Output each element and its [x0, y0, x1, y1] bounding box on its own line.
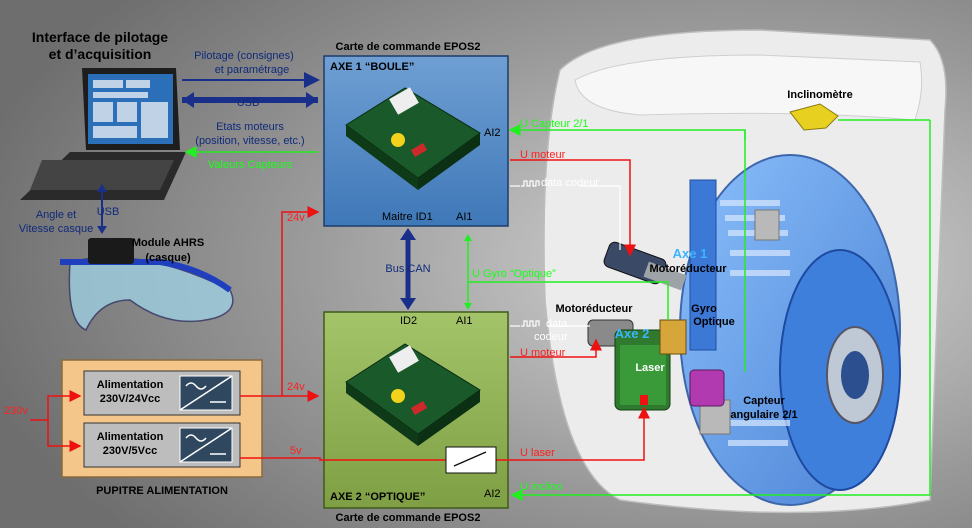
gyro-line: [468, 281, 669, 320]
bus-can-label: Bus CAN: [385, 263, 430, 275]
blue-links: [97, 72, 416, 310]
bearing-center: [841, 351, 869, 399]
inclinometre-part: [789, 103, 839, 131]
motor-1-gear: [643, 261, 687, 291]
alim1-label-1: Alimentation: [97, 379, 164, 391]
u-laser-label: U laser: [520, 447, 555, 459]
usb-vertical-label: USB: [97, 206, 120, 218]
pulse-icon-2: [521, 320, 540, 327]
etats-label-2: (position, vitesse, etc.): [195, 135, 304, 147]
u-inclino-label: U inclino: [520, 481, 562, 493]
etats-label-1: Etats moteurs: [216, 121, 284, 133]
board-bottom-title: Carte de commande EPOS2: [336, 512, 481, 524]
axe1-ai2: AI2: [484, 127, 501, 139]
title-line2: et d’acquisition: [49, 46, 152, 62]
axe2-ai2: AI2: [484, 488, 501, 500]
alim1-label-2: 230V/24Vcc: [100, 393, 161, 405]
v230-label: 230v: [4, 405, 28, 417]
title-line1: Interface de pilotage: [32, 29, 168, 45]
alim2-label-1: Alimentation: [97, 431, 164, 443]
u-moteur1-line: [510, 159, 636, 257]
relay-switch: [445, 446, 497, 474]
axe2-name: AXE 2 “OPTIQUE”: [330, 491, 425, 503]
pilotage-label-2: et paramétrage: [215, 64, 290, 76]
axe1-mech-label: Axe 1: [673, 246, 708, 261]
capteur-angulaire: [689, 369, 725, 407]
pulse-icon-1: [521, 180, 540, 187]
inclinometre-label: Inclinomètre: [787, 89, 852, 101]
usb-label: USB: [237, 97, 260, 109]
gyro-label: U Gyro “Optique”: [472, 268, 556, 280]
u-moteur2-label: U moteur: [520, 347, 566, 359]
u-laser-line: [510, 406, 650, 461]
gyro-optique: [659, 319, 687, 355]
axe1-ai1: AI1: [456, 211, 473, 223]
bracket-1: [754, 209, 780, 241]
pcb-top: [345, 87, 481, 190]
u-moteur1-label: U moteur: [520, 149, 566, 161]
angle-label-1: Angle et: [36, 209, 76, 221]
angle-label-2: Vitesse casque: [19, 223, 93, 235]
frame-plate: [689, 179, 717, 351]
v24b-label: 24v: [287, 381, 305, 393]
laser-dot: [640, 395, 648, 405]
ahrs-label-2: (casque): [145, 252, 191, 264]
axe1-name: AXE 1 “BOULE”: [330, 61, 414, 73]
data-codeur1-label: data codeur: [541, 177, 599, 189]
v24a-label: 24v: [287, 212, 305, 224]
v5-label: 5v: [290, 445, 302, 457]
axe2-ai1: AI1: [456, 315, 473, 327]
pilotage-label-1: Pilotage (consignes): [194, 50, 294, 62]
data2-label-b: codeur: [534, 331, 568, 343]
laser-label: Laser: [635, 362, 665, 374]
laptop: [20, 68, 186, 200]
u-inclino-line: [510, 120, 931, 501]
axe2-mech-label: Axe 2: [615, 326, 650, 341]
alim2-label-2: 230V/5Vcc: [103, 445, 157, 457]
ahrs-module: [88, 238, 134, 264]
capteur-label-2: angulaire 2/1: [730, 409, 797, 421]
green-links: [184, 119, 931, 501]
capteur-label-1: Capteur: [743, 395, 785, 407]
pcb-bottom: [345, 343, 481, 446]
motoreducteur2-label: Motoréducteur: [556, 303, 634, 315]
axe1-maitre: Maitre ID1: [382, 211, 433, 223]
board-top-title: Carte de commande EPOS2: [336, 41, 481, 53]
converter-icon: [179, 427, 233, 463]
ahrs-label-1: Module AHRS: [132, 237, 204, 249]
gyro-label-1: Gyro: [691, 303, 717, 315]
u-capteur-label: U Capteur 2/1: [520, 118, 588, 130]
ahrs-glasses: [60, 238, 234, 331]
pupitre-label: PUPITRE ALIMENTATION: [96, 485, 228, 497]
data2-label-a: data: [546, 318, 568, 330]
valeurs-label: Valeurs Capteurs: [208, 159, 293, 171]
housing-rim: [574, 54, 923, 121]
axe2-id2: ID2: [400, 315, 417, 327]
24v-branch: [281, 206, 320, 396]
gyro-label-2: Optique: [693, 316, 735, 328]
u-moteur2-line: [510, 338, 602, 358]
converter-icon: [179, 375, 233, 411]
motoreducteur1-label: Motoréducteur: [650, 263, 728, 275]
red-links: [30, 159, 650, 461]
